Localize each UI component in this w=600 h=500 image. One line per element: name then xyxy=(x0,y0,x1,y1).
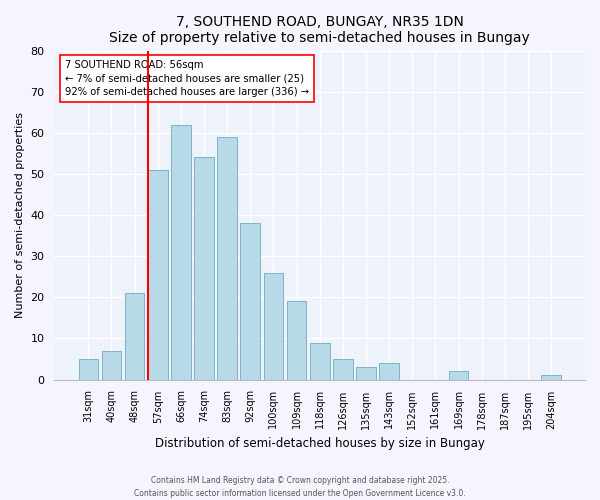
Bar xyxy=(194,158,214,380)
Bar xyxy=(217,137,237,380)
Text: Contains HM Land Registry data © Crown copyright and database right 2025.
Contai: Contains HM Land Registry data © Crown c… xyxy=(134,476,466,498)
Bar xyxy=(241,224,260,380)
Bar xyxy=(541,376,561,380)
Bar xyxy=(125,293,145,380)
Bar xyxy=(263,272,283,380)
Bar xyxy=(356,367,376,380)
X-axis label: Distribution of semi-detached houses by size in Bungay: Distribution of semi-detached houses by … xyxy=(155,437,485,450)
Bar xyxy=(79,359,98,380)
Bar xyxy=(171,124,191,380)
Y-axis label: Number of semi-detached properties: Number of semi-detached properties xyxy=(15,112,25,318)
Title: 7, SOUTHEND ROAD, BUNGAY, NR35 1DN
Size of property relative to semi-detached ho: 7, SOUTHEND ROAD, BUNGAY, NR35 1DN Size … xyxy=(109,15,530,45)
Bar xyxy=(449,372,469,380)
Bar xyxy=(333,359,353,380)
Bar xyxy=(101,351,121,380)
Bar xyxy=(287,302,307,380)
Bar xyxy=(379,363,399,380)
Bar xyxy=(310,342,329,380)
Bar xyxy=(148,170,167,380)
Text: 7 SOUTHEND ROAD: 56sqm
← 7% of semi-detached houses are smaller (25)
92% of semi: 7 SOUTHEND ROAD: 56sqm ← 7% of semi-deta… xyxy=(65,60,309,97)
